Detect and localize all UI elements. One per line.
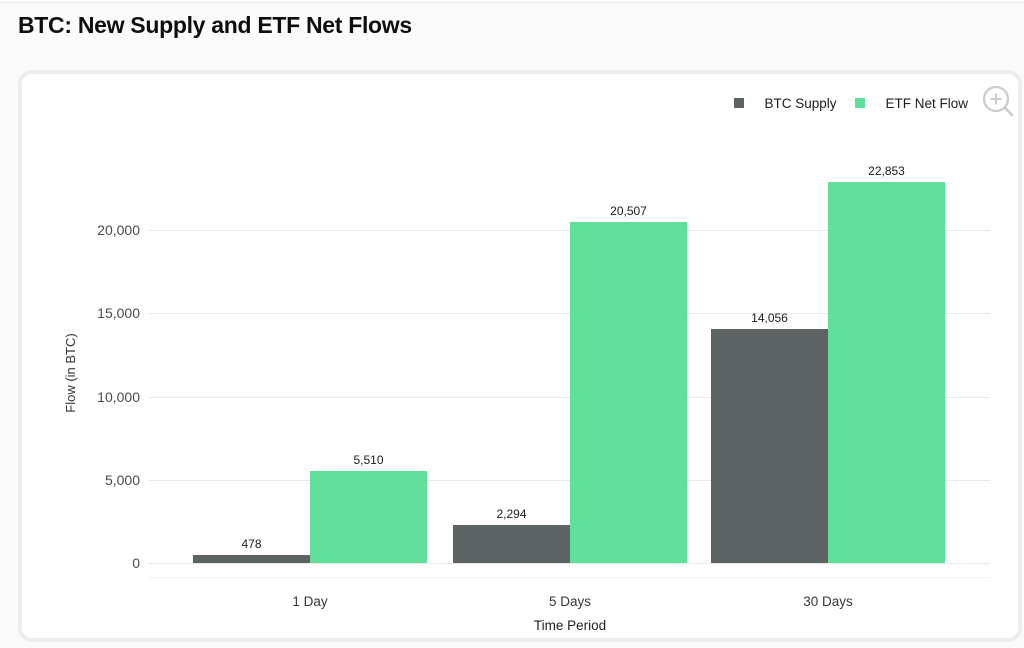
x-axis-line: [148, 577, 990, 578]
bar-btc-supply-30-days[interactable]: [711, 328, 828, 563]
legend-swatch-etf-net-flow: [855, 98, 866, 108]
bar-value-label: 5,510: [353, 453, 384, 468]
bar-value-label: 2,294: [496, 506, 527, 521]
gridline-15000: [148, 313, 990, 315]
gridline-20000: [148, 230, 990, 231]
bar-btc-supply-5-days[interactable]: [453, 524, 570, 563]
bar-value-label: 478: [241, 537, 262, 552]
bar-etf-net-flow-5-days[interactable]: [570, 221, 687, 563]
legend-label-etf-net-flow: ETF Net Flow: [885, 95, 968, 111]
legend-label-btc-supply: BTC Supply: [764, 95, 837, 111]
top-divider: [0, 2, 1024, 3]
y-tick-label: 20,000: [97, 222, 140, 238]
chart-area: BTC Supply ETF Net Flow 0 5,000 10,000 15,0…: [18, 70, 1022, 642]
bar-etf-net-flow-1-day[interactable]: [310, 471, 427, 563]
zoom-in-icon[interactable]: [979, 82, 1017, 120]
chart-panel: BTC Supply ETF Net Flow 0 5,000 10,000 15,0…: [18, 70, 1022, 642]
x-tick-label-1-day: 1 Day: [292, 594, 328, 609]
bar-btc-supply-1-day[interactable]: [193, 555, 310, 563]
bar-value-label: 14,056: [751, 310, 788, 325]
y-tick-label: 15,000: [97, 305, 140, 322]
bar-value-label: 20,507: [610, 203, 647, 218]
y-tick-label: 5,000: [104, 471, 140, 488]
chart-legend: BTC Supply ETF Net Flow: [734, 95, 968, 111]
legend-item-etf-net-flow[interactable]: ETF Net Flow: [855, 96, 968, 111]
page-title: BTC: New Supply and ETF Net Flows: [18, 12, 412, 38]
legend-swatch-btc-supply: [734, 98, 745, 108]
x-tick-label-30-days: 30 Days: [803, 594, 853, 609]
gridline-0: [148, 563, 990, 564]
legend-item-btc-supply[interactable]: BTC Supply: [734, 96, 836, 111]
x-axis-title: Time Period: [533, 618, 607, 633]
x-tick-label-5-days: 5 Days: [548, 594, 592, 609]
y-tick-label: 0: [132, 555, 140, 571]
y-tick-label: 10,000: [97, 388, 140, 405]
bar-etf-net-flow-30-days[interactable]: [828, 182, 945, 563]
gridline-5000: [148, 479, 990, 481]
y-axis-title: Flow (in BTC): [63, 333, 78, 413]
bar-value-label: 22,853: [868, 164, 905, 179]
gridline-10000: [148, 396, 990, 398]
